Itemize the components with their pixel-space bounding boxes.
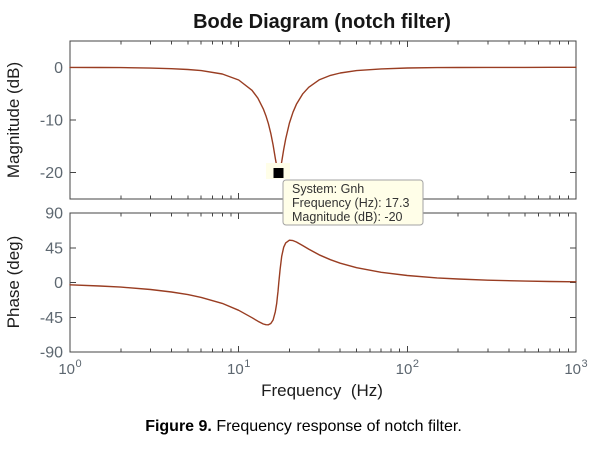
datatip-marker xyxy=(273,168,284,178)
y-tick-label: -90 xyxy=(40,345,63,362)
magnitude-axis-label: Magnitude (dB) xyxy=(4,62,23,178)
bode-figure: Bode Diagram (notch filter) 0-10-2090450… xyxy=(4,11,588,400)
datatip: System: Gnh Frequency (Hz): 17.3 Magnitu… xyxy=(266,163,424,226)
datatip-box xyxy=(282,179,424,226)
datatip-line-2: Frequency (Hz): 17.3 xyxy=(292,196,409,210)
y-tick-label: 90 xyxy=(45,206,63,223)
y-tick-label: 45 xyxy=(45,240,63,257)
phase-curve xyxy=(69,239,577,326)
x-tick-label: 100 xyxy=(58,358,81,378)
axes-box xyxy=(69,212,577,353)
x-tick-label: 101 xyxy=(227,358,250,378)
phase-axis-label: Phase (deg) xyxy=(4,236,23,329)
caption-text: Frequency response of notch filter. xyxy=(211,418,462,435)
y-tick-label: -10 xyxy=(40,113,63,130)
datatip-line-3: Magnitude (dB): -20 xyxy=(292,210,403,224)
x-tick-label: 103 xyxy=(564,358,587,378)
y-tick-label: -20 xyxy=(40,165,63,182)
y-tick-label: 0 xyxy=(54,275,63,292)
y-tick-label: -45 xyxy=(40,310,63,327)
y-tick-label: 0 xyxy=(54,60,63,77)
datatip-line-1: System: Gnh xyxy=(292,182,364,196)
figure-caption: Figure 9. Frequency response of notch fi… xyxy=(0,418,607,436)
caption-label: Figure 9. xyxy=(145,418,212,435)
frequency-axis-label: Frequency (Hz) xyxy=(261,381,383,400)
magnitude-curve xyxy=(69,66,577,174)
chart-title: Bode Diagram (notch filter) xyxy=(193,11,451,33)
x-tick-label: 102 xyxy=(396,358,419,378)
magnitude-plot: 0 -10 -20 xyxy=(40,40,577,200)
axes-box xyxy=(69,40,577,200)
